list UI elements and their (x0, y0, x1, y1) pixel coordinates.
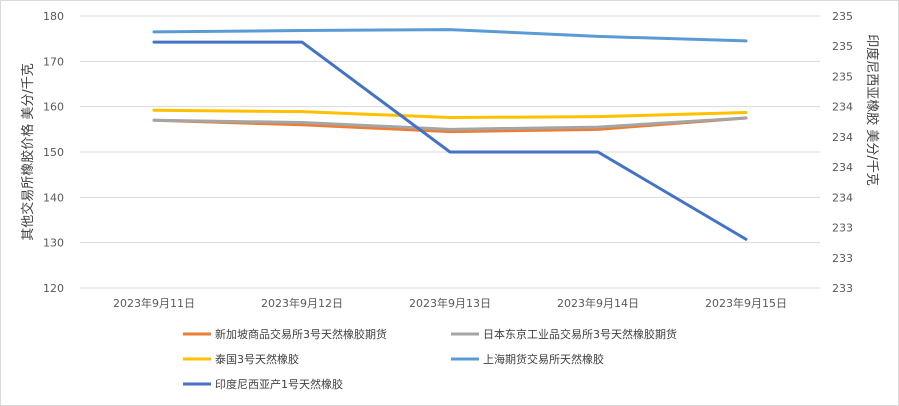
right-tick-label: 233 (832, 252, 853, 265)
series-line (152, 116, 748, 134)
series-lines (152, 28, 748, 241)
left-tick-label: 120 (43, 282, 64, 295)
left-tick-label: 150 (43, 146, 64, 159)
right-tick-label: 234 (832, 191, 853, 204)
x-axis-ticks: 2023年9月11日 2023年9月12日 2023年9月13日 2023年9月14日… (113, 296, 787, 310)
x-tick-label: 2023年9月13日 (409, 296, 491, 310)
x-tick-label: 2023年9月12日 (261, 296, 343, 310)
legend: 新加坡商品交易所3号天然橡胶期货 日本东京工业品交易所3号天然橡胶期货泰国3号天然… (183, 327, 677, 391)
right-tick-label: 234 (832, 161, 853, 174)
right-tick-label: 235 (832, 40, 853, 53)
x-tick-label: 2023年9月15日 (705, 296, 787, 310)
series-line (152, 116, 748, 131)
left-tick-label: 140 (43, 191, 64, 204)
series-line (152, 28, 748, 43)
legend-label: 日本东京工业品交易所3号天然橡胶期货 (483, 327, 677, 341)
right-tick-label: 235 (832, 10, 853, 23)
left-tick-label: 160 (43, 101, 64, 114)
legend-label: 印度尼西亚产1号天然橡胶 (215, 377, 343, 391)
series-line (152, 108, 748, 120)
legend-label: 新加坡商品交易所3号天然橡胶期货 (215, 327, 387, 341)
right-tick-label: 234 (832, 101, 853, 114)
legend-label: 泰国3号天然橡胶 (215, 352, 299, 366)
left-tick-label: 180 (43, 10, 64, 23)
legend-label: 上海期货交易所天然橡胶 (483, 352, 604, 366)
series-line (152, 40, 748, 241)
right-axis-label: 印度尼西亚橡胶 美分/千克 (864, 34, 880, 186)
right-tick-label: 233 (832, 282, 853, 295)
x-tick-label: 2023年9月11日 (113, 296, 195, 310)
right-axis-ticks: 233 233 233 234 234 234 234 235 235 235 (832, 10, 853, 295)
gridlines (80, 15, 820, 289)
left-tick-label: 170 (43, 55, 64, 68)
left-axis-ticks: 120 130 140 150 160 170 180 (43, 10, 64, 295)
right-tick-label: 233 (832, 222, 853, 235)
right-tick-label: 235 (832, 70, 853, 83)
right-tick-label: 234 (832, 131, 853, 144)
x-tick-label: 2023年9月14日 (557, 296, 639, 310)
left-axis-label: 其他交易所橡胶价格 美分/千克 (20, 63, 36, 241)
left-tick-label: 130 (43, 237, 64, 250)
